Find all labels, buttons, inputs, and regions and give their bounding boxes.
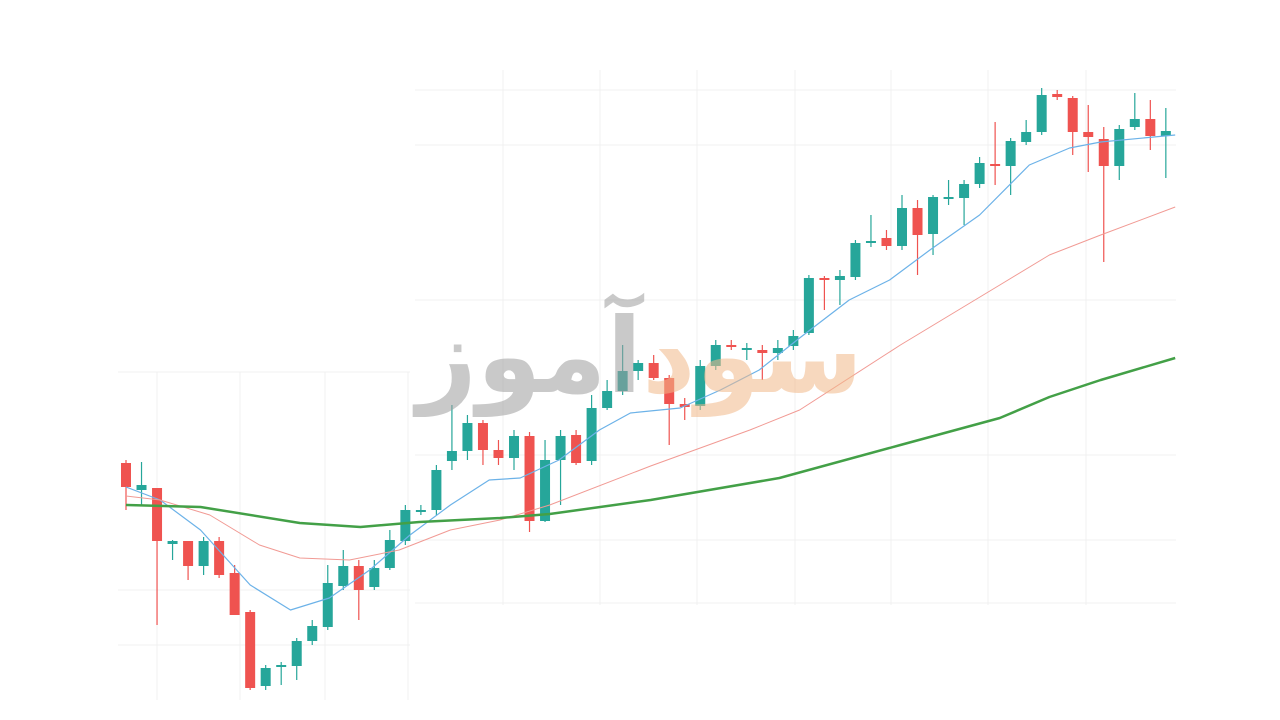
candle-body [1052, 94, 1063, 97]
candle-body [198, 541, 209, 566]
candle-body [959, 184, 970, 198]
candle-body [819, 278, 830, 280]
candle-body [462, 423, 473, 451]
candle-body [633, 363, 644, 371]
candle-body [1005, 141, 1016, 166]
watermark-part: آموز [412, 292, 644, 417]
candle-body [881, 238, 892, 246]
candle-body [1129, 119, 1140, 127]
candle-body [291, 641, 302, 666]
candle-body [276, 665, 287, 667]
candle-body [493, 450, 504, 458]
watermark-part: سود [642, 295, 863, 417]
candle-body [741, 348, 752, 350]
candle-body [446, 451, 457, 461]
candle-body [648, 363, 659, 378]
candle-body [415, 510, 426, 512]
candle-body [152, 488, 163, 541]
candle-body [850, 243, 861, 277]
candle-body [928, 197, 939, 234]
candle-body [990, 164, 1001, 166]
candle-body [400, 510, 411, 541]
candle-body [136, 485, 147, 490]
candle-body [214, 541, 225, 575]
candle-body [167, 541, 178, 544]
candle-body [183, 541, 194, 566]
candle-body [322, 583, 333, 627]
moving-average-line [125, 206, 1176, 561]
candle-body [664, 378, 675, 404]
watermark: سودآموز [412, 292, 863, 417]
candle-body [121, 463, 131, 487]
candle-body [710, 345, 721, 366]
candle-body [509, 436, 519, 458]
candle-body [555, 436, 566, 460]
candle-body [1021, 132, 1032, 142]
candle-body [757, 350, 768, 353]
candle-body [369, 568, 380, 587]
candle-body [912, 208, 923, 235]
candle-body [307, 626, 318, 641]
candle-body [865, 241, 876, 243]
candle-body [1067, 98, 1078, 132]
candle-body [338, 566, 349, 586]
candle-body [384, 540, 395, 568]
candle-body [726, 345, 737, 347]
candle-body [974, 163, 985, 184]
candle-body [695, 366, 706, 406]
candle-body [1145, 119, 1156, 136]
candle-body [788, 336, 799, 346]
candle-body [772, 348, 783, 353]
candle-body [1036, 95, 1047, 132]
candle-body [1098, 139, 1109, 166]
candle-body [586, 408, 597, 461]
candle-body [1160, 131, 1171, 136]
candle-body [803, 278, 814, 333]
candle-body [540, 460, 551, 521]
moving-average-line [125, 134, 1176, 611]
candle-body [617, 371, 628, 391]
candle-body [431, 470, 442, 510]
candle-body [245, 612, 256, 688]
candle-body [260, 668, 271, 686]
candle-body [602, 391, 613, 408]
candle-body [834, 276, 845, 280]
candle-body [897, 208, 907, 246]
candle-body [524, 436, 535, 521]
candle-body [477, 423, 488, 450]
moving-average-line [125, 356, 1176, 529]
candle-body [571, 435, 582, 463]
candle-body [229, 573, 240, 615]
candle-body [1114, 129, 1125, 166]
candle-body [943, 197, 954, 199]
candle-body [1083, 132, 1094, 137]
plot-area [121, 88, 1176, 690]
